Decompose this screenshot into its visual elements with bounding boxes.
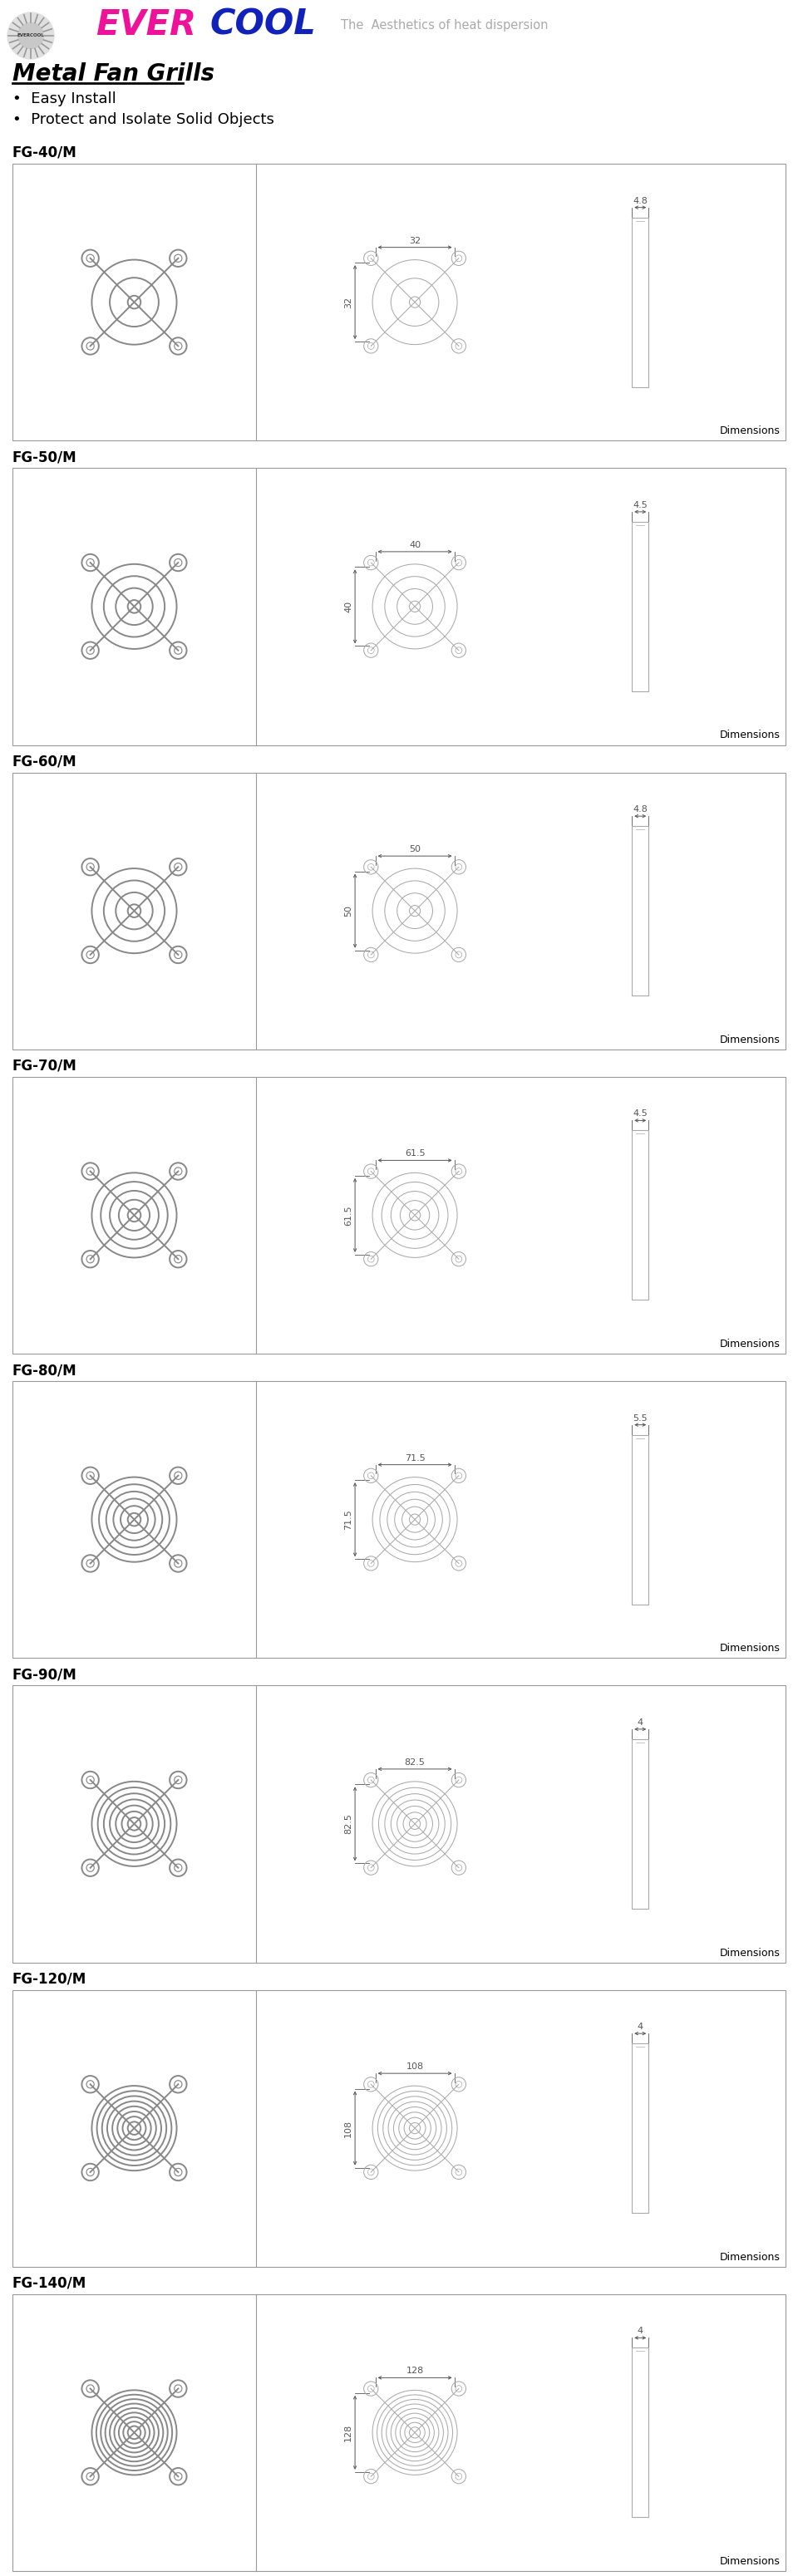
Text: 61.5: 61.5 [344,1206,353,1226]
Text: Metal Fan Grills: Metal Fan Grills [13,62,215,85]
Text: EVER: EVER [96,8,196,41]
Text: Dimensions: Dimensions [720,2555,780,2566]
Bar [13,773,785,1048]
Text: 40: 40 [344,600,353,613]
Text: 50: 50 [409,845,421,853]
Text: 4: 4 [638,2022,643,2030]
Bar [13,469,785,744]
Text: 82.5: 82.5 [344,1814,353,1834]
Text: FG-80/M: FG-80/M [13,1363,77,1378]
Bar [13,1989,785,2267]
Bar [13,1685,785,1963]
Text: Dimensions: Dimensions [720,2251,780,2262]
Text: •  Protect and Isolate Solid Objects: • Protect and Isolate Solid Objects [13,113,275,126]
Text: 32: 32 [409,237,421,245]
Text: 128: 128 [344,2424,353,2442]
Text: FG-90/M: FG-90/M [13,1667,77,1682]
Text: The  Aesthetics of heat dispersion: The Aesthetics of heat dispersion [341,18,548,31]
Text: 128: 128 [406,2367,424,2375]
Text: 108: 108 [344,2120,353,2138]
Text: 4: 4 [638,1718,643,1726]
Text: 4.5: 4.5 [633,1110,648,1118]
Circle shape [18,23,44,49]
Text: FG-50/M: FG-50/M [13,451,77,464]
Text: •  Easy Install: • Easy Install [13,90,117,106]
Text: Dimensions: Dimensions [720,425,780,435]
Text: Dimensions: Dimensions [720,1036,780,1046]
Text: 50: 50 [344,904,353,917]
Text: Dimensions: Dimensions [720,1340,780,1350]
Text: 71.5: 71.5 [344,1510,353,1530]
Text: 61.5: 61.5 [405,1149,425,1157]
Text: FG-120/M: FG-120/M [13,1971,87,1986]
Text: 40: 40 [409,541,421,549]
Bar [13,1381,785,1659]
Text: 4.8: 4.8 [633,196,648,206]
Bar [13,1077,785,1352]
Bar [13,165,785,440]
Text: 32: 32 [344,296,353,309]
Text: 82.5: 82.5 [405,1759,425,1767]
Text: FG-70/M: FG-70/M [13,1059,77,1074]
Text: COOL: COOL [209,8,316,41]
Text: 4: 4 [638,2326,643,2336]
Text: Dimensions: Dimensions [720,1947,780,1958]
Text: 108: 108 [406,2063,424,2071]
Text: 4.8: 4.8 [633,806,648,814]
Text: 71.5: 71.5 [405,1453,425,1463]
Text: FG-140/M: FG-140/M [13,2275,87,2290]
Bar [13,2295,785,2571]
Circle shape [7,13,54,59]
Text: FG-60/M: FG-60/M [13,755,77,770]
Text: 5.5: 5.5 [633,1414,648,1422]
Text: Dimensions: Dimensions [720,729,780,742]
Text: 4.5: 4.5 [633,500,648,510]
Text: Dimensions: Dimensions [720,1643,780,1654]
Text: EVERCOOL: EVERCOOL [17,33,45,39]
Text: FG-40/M: FG-40/M [13,144,77,160]
